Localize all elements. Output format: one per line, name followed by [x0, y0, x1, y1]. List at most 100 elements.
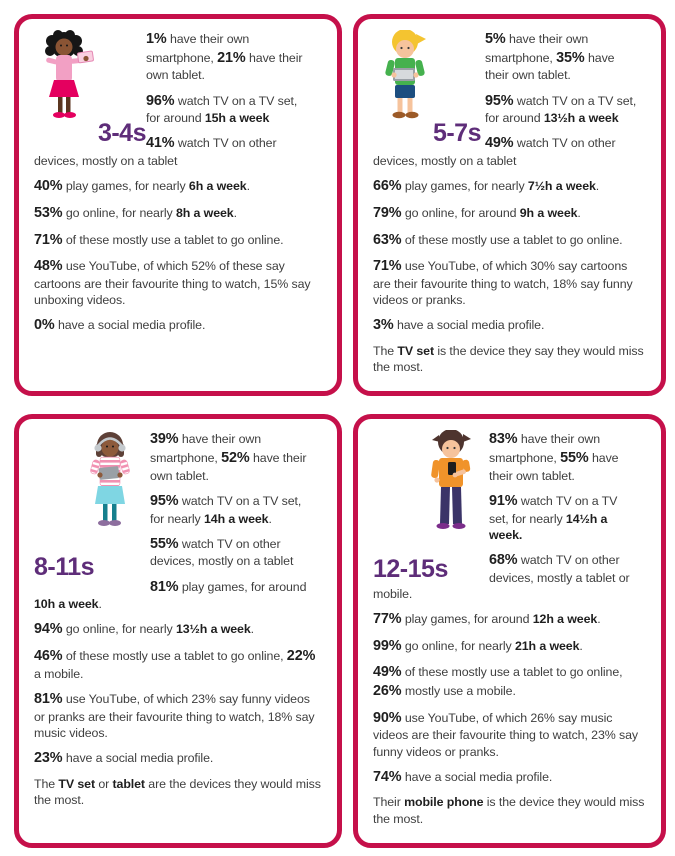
panel-12-15s: 12-15s 83% have their own smartphone, 55%… — [353, 414, 666, 848]
stat-value: 99% — [373, 637, 402, 654]
stat-text: of these mostly use a tablet to go onlin… — [62, 232, 284, 247]
stat-text: have their own smartphone, — [489, 432, 601, 466]
stat-item: 74% have a social media profile. — [373, 768, 646, 787]
stat-text: have a social media profile. — [401, 769, 553, 784]
stat-text: 7½h a week — [527, 179, 596, 194]
stat-text: mostly use a mobile. — [401, 684, 516, 698]
stat-item: 3% have a social media profile. — [373, 316, 646, 335]
teen-boy-with-phone-icon — [431, 430, 471, 530]
stat-text: is the device they say they would miss t… — [373, 344, 644, 375]
stat-text: play games, for around — [178, 579, 307, 594]
stat-text: 6h a week — [188, 179, 247, 194]
stat-value: 66% — [373, 178, 402, 195]
stat-text: 9h a week — [519, 205, 578, 220]
stat-value: 41% — [146, 135, 175, 152]
stat-text: watch TV on other devices, mostly on a t… — [150, 536, 294, 569]
stat-text: 13½h a week — [543, 111, 619, 126]
stat-value: 0% — [34, 317, 55, 334]
stat-text: . — [268, 511, 272, 526]
stat-item: Their mobile phone is the device they wo… — [373, 794, 646, 826]
stat-value: 68% — [489, 551, 518, 568]
stat-text: The — [34, 776, 59, 791]
panel-3-4s: 3-4s 1% have their own smartphone, 21% ha… — [14, 14, 342, 397]
stat-value: 26% — [373, 683, 402, 699]
stat-item: 81% play games, for around 10h a week. — [34, 578, 322, 613]
stat-text: . — [597, 611, 601, 626]
stat-text: go online, for nearly — [401, 638, 515, 653]
age-group-label: 3-4s — [97, 119, 147, 147]
stat-text: have their own tablet. — [146, 50, 303, 83]
panel-5-7s: 5-7s 5% have their own smartphone, 35% ha… — [353, 14, 666, 397]
stat-text: . — [595, 179, 600, 194]
stat-text: 8h a week — [175, 205, 234, 220]
stat-value: 22% — [286, 648, 316, 665]
stat-text: go online, for nearly — [62, 205, 176, 220]
stat-text: have their own smartphone, — [150, 432, 262, 466]
stat-value: 63% — [373, 231, 402, 248]
stat-text: have their own smartphone, — [146, 32, 250, 65]
stat-item: 53% go online, for nearly 8h a week. — [34, 204, 322, 223]
stat-text: Their — [373, 795, 405, 810]
stat-value: 96% — [146, 92, 175, 109]
stat-item: 23% have a social media profile. — [34, 749, 322, 768]
stat-text: of these mostly use a tablet to go onlin… — [401, 232, 623, 247]
stat-text: watch TV on a TV set, for nearly — [489, 493, 618, 526]
stat-text: watch TV on a TV set, for around — [146, 93, 298, 126]
stat-item: 95% watch TV on a TV set, for around 13½… — [373, 92, 646, 127]
stat-value: 83% — [489, 431, 518, 448]
stat-text: use YouTube, of which 26% say music vide… — [373, 710, 638, 759]
age-group-label: 12-15s — [373, 555, 448, 584]
character-figure: 8-11s — [34, 430, 150, 582]
stat-item: 79% go online, for around 9h a week. — [373, 204, 646, 223]
stat-value: 5% — [485, 31, 506, 47]
character-figure: 12-15s — [373, 430, 489, 584]
character-figure: 5-7s — [373, 30, 485, 147]
stat-text: . — [246, 179, 250, 194]
stat-value: 81% — [150, 578, 179, 595]
stat-text: 15h a week — [204, 111, 270, 126]
stat-text: watch TV on a TV set, for nearly — [150, 493, 302, 526]
stat-item: 49% watch TV on other devices, mostly on… — [373, 134, 646, 169]
stat-item: 90% use YouTube, of which 26% say music … — [373, 709, 646, 760]
stat-value: 81% — [34, 691, 63, 707]
stat-item: The TV set or tablet are the devices the… — [34, 776, 322, 808]
stat-item: 71% use YouTube, of which 30% say cartoo… — [373, 257, 646, 308]
stat-value: 55% — [560, 450, 589, 467]
stat-item: 83% have their own smartphone, 55% have … — [373, 430, 646, 484]
stat-text: play games, for around — [401, 611, 533, 626]
stat-value: 77% — [373, 610, 402, 627]
stat-text: watch TV on a TV set, for around — [485, 93, 637, 126]
stat-text: 14h a week — [204, 511, 269, 526]
stat-text: 21h a week — [514, 638, 580, 653]
stat-value: 46% — [34, 648, 63, 665]
stat-item: 91% watch TV on a TV set, for nearly 14½… — [373, 492, 646, 543]
stat-text: use YouTube, of which 23% say funny vide… — [34, 692, 315, 740]
stat-text: watch TV on other devices, mostly a tabl… — [373, 552, 630, 601]
stat-value: 39% — [150, 431, 179, 448]
stat-text: watch TV on other devices, mostly on a t… — [373, 136, 616, 169]
stat-item: 81% use YouTube, of which 23% say funny … — [34, 690, 322, 741]
stat-text: have their own smartphone, — [485, 32, 589, 65]
stat-text: go online, for nearly — [62, 622, 176, 637]
stat-value: 53% — [34, 204, 63, 221]
stat-text: go online, for around — [401, 205, 520, 220]
stat-text: . — [577, 205, 581, 220]
stat-value: 71% — [373, 258, 402, 275]
stat-text: a mobile. — [34, 666, 84, 681]
stat-item: 39% have their own smartphone, 52% have … — [34, 430, 322, 484]
stat-value: 95% — [150, 492, 179, 509]
age-group-label: 8-11s — [34, 553, 95, 582]
stat-item: 0% have a social media profile. — [34, 316, 322, 335]
stat-text: 13½h a week — [175, 622, 251, 637]
stat-item: 49% of these mostly use a tablet to go o… — [373, 663, 646, 700]
stat-text: of these mostly use a tablet to go onlin… — [62, 649, 287, 664]
character-figure: 3-4s — [34, 30, 147, 147]
stat-value: 74% — [373, 768, 402, 785]
stat-item: 66% play games, for nearly 7½h a week. — [373, 177, 646, 196]
stat-text: TV set — [58, 776, 95, 791]
boy-with-tablet-icon — [385, 30, 426, 119]
stat-value: 21% — [217, 49, 246, 66]
girl-with-headphones-tablet-icon — [90, 432, 130, 527]
stat-item: 96% watch TV on a TV set, for around 15h… — [34, 92, 322, 127]
